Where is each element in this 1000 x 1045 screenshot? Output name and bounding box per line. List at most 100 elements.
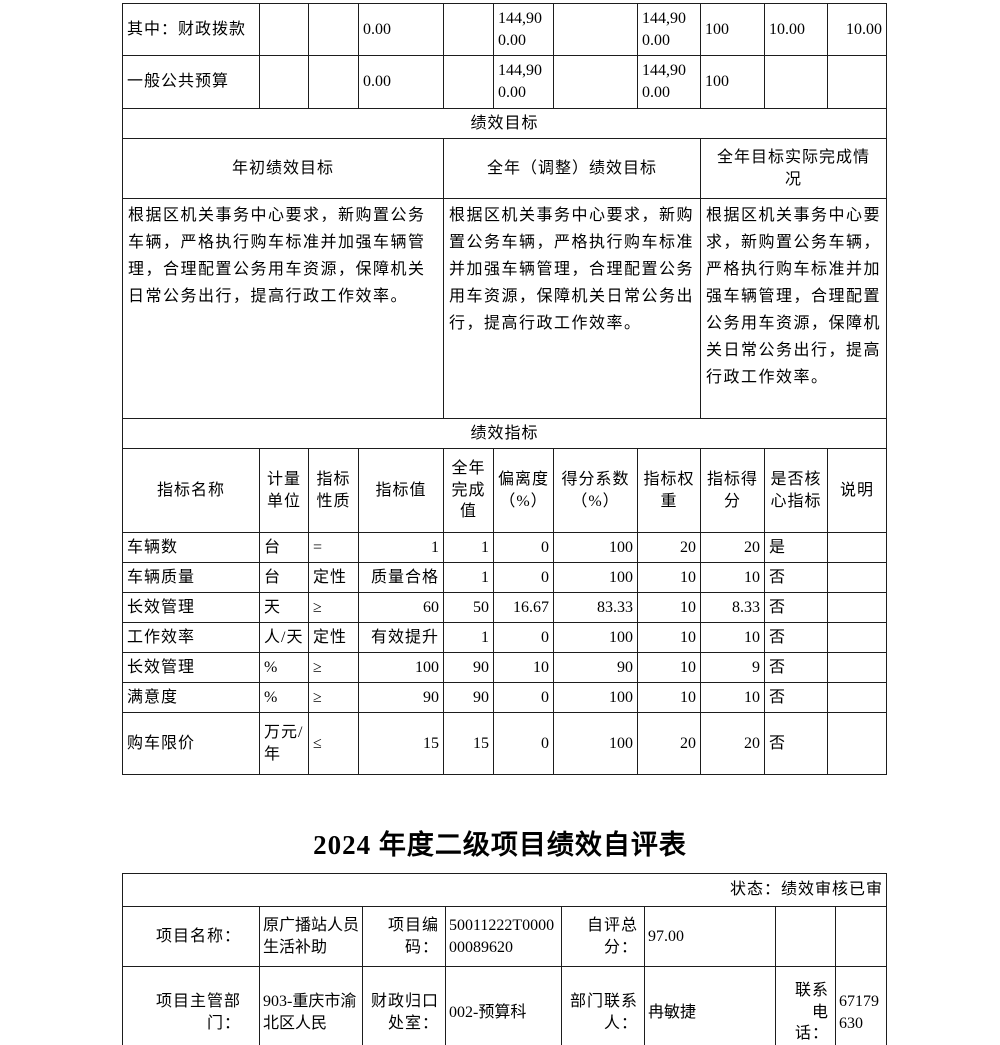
project-code-value: 50011222T000000089620: [445, 906, 562, 967]
indicator-weight: 20: [637, 712, 701, 775]
indicator-deviation: 0: [493, 682, 554, 713]
indicator-completed: 1: [443, 562, 494, 593]
indicator-core: 否: [764, 712, 828, 775]
project-info-table: 状态：绩效审核已审 项目名称： 原广播站人员生活补助 项目编码： 5001122…: [121, 873, 888, 1045]
indicator-weight: 10: [637, 622, 701, 653]
indicator-unit: 台: [259, 562, 309, 593]
indicator-nature: 定性: [308, 562, 359, 593]
budget-cell: [553, 55, 638, 109]
column-header-name: 指标名称: [122, 448, 260, 533]
indicator-unit: 人/天: [259, 622, 309, 653]
budget-cell: [259, 55, 309, 109]
indicator-weight: 10: [637, 652, 701, 683]
indicator-score: 20: [700, 712, 765, 775]
budget-row-label: 一般公共预算: [122, 55, 260, 109]
column-header-weight: 指标权重: [637, 448, 701, 533]
indicator-score-coef: 83.33: [553, 592, 638, 623]
project-name-label: 项目名称：: [122, 906, 260, 967]
indicator-nature: ≤: [308, 712, 359, 775]
budget-cell: 144,900.00: [493, 55, 554, 109]
indicator-target: 90: [358, 682, 444, 713]
indicator-row: 购车限价 万元/年 ≤ 15 15 0 100 20 20 否: [122, 712, 887, 775]
column-header-score-coef: 得分系数（%）: [553, 448, 638, 533]
indicator-deviation: 0: [493, 622, 554, 653]
indicator-unit: %: [259, 682, 309, 713]
indicator-score-coef: 100: [553, 712, 638, 775]
goal-header-adjusted: 全年（调整）绩效目标: [443, 138, 701, 199]
indicator-nature: =: [308, 532, 359, 563]
indicator-deviation: 0: [493, 562, 554, 593]
goal-text-adjusted: 根据区机关事务中心要求，新购置公务车辆，严格执行购车标准并加强车辆管理，合理配置…: [443, 198, 701, 419]
indicator-unit: %: [259, 652, 309, 683]
indicator-row: 长效管理 % ≥ 100 90 10 90 10 9 否: [122, 652, 887, 683]
budget-cell: [308, 3, 359, 56]
budget-cell: 144,900.00: [637, 3, 701, 56]
indicator-name: 工作效率: [122, 622, 260, 653]
indicator-weight: 10: [637, 592, 701, 623]
column-header-unit: 计量单位: [259, 448, 309, 533]
project-code-label: 项目编码：: [362, 906, 446, 967]
goal-header-actual: 全年目标实际完成情况: [700, 138, 887, 199]
goal-header-initial: 年初绩效目标: [122, 138, 444, 199]
budget-cell: 0.00: [358, 3, 444, 56]
budget-cell: [308, 55, 359, 109]
indicator-core: 否: [764, 682, 828, 713]
supervisor-dept-label: 项目主管部门：: [122, 966, 260, 1045]
budget-cell: 100: [700, 55, 765, 109]
budget-cell: [443, 55, 494, 109]
budget-cell: 144,900.00: [637, 55, 701, 109]
indicator-weight: 20: [637, 532, 701, 563]
goals-section-row: 绩效目标: [122, 108, 887, 139]
indicator-completed: 90: [443, 682, 494, 713]
page-title: 2024 年度二级项目绩效自评表: [313, 830, 687, 860]
indicator-unit: 台: [259, 532, 309, 563]
budget-cell: 144,900.00: [493, 3, 554, 56]
indicator-score: 8.33: [700, 592, 765, 623]
phone-label: 联系电话：: [775, 966, 836, 1045]
indicator-weight: 10: [637, 682, 701, 713]
indicator-name: 购车限价: [122, 712, 260, 775]
budget-cell: 10.00: [764, 3, 828, 56]
supervisor-dept-value: 903-重庆市渝北区人民: [259, 966, 363, 1045]
indicator-row: 车辆数 台 = 1 1 0 100 20 20 是: [122, 532, 887, 563]
dept-contact-value: 冉敏捷: [644, 966, 776, 1045]
self-score-value: 97.00: [644, 906, 776, 967]
indicator-completed: 15: [443, 712, 494, 775]
indicator-target: 有效提升: [358, 622, 444, 653]
budget-cell: 0.00: [358, 55, 444, 109]
budget-cell: [827, 55, 887, 109]
project-row: 项目主管部门： 903-重庆市渝北区人民 财政归口处室： 002-预算科 部门联…: [122, 966, 888, 1045]
indicator-deviation: 0: [493, 532, 554, 563]
indicator-weight: 10: [637, 562, 701, 593]
empty-cell: [834, 906, 888, 967]
indicator-score: 10: [700, 682, 765, 713]
indicator-nature: ≥: [308, 652, 359, 683]
indicator-completed: 1: [443, 532, 494, 563]
column-header-completed: 全年完成值: [443, 448, 494, 533]
goals-text-row: 根据区机关事务中心要求，新购置公务车辆，严格执行购车标准并加强车辆管理，合理配置…: [122, 198, 887, 419]
indicator-nature: ≥: [308, 682, 359, 713]
phone-value: 67179630: [834, 966, 888, 1045]
status-text: 状态：绩效审核已审: [121, 873, 888, 907]
goal-text-actual: 根据区机关事务中心要求，新购置公务车辆，严格执行购车标准并加强车辆管理，合理配置…: [700, 198, 887, 419]
indicator-note: [827, 652, 887, 683]
budget-cell: 100: [700, 3, 765, 56]
indicator-completed: 90: [443, 652, 494, 683]
indicator-target: 100: [358, 652, 444, 683]
indicators-section-title: 绩效指标: [122, 418, 887, 449]
indicator-core: 是: [764, 532, 828, 563]
budget-cell: [443, 3, 494, 56]
indicator-row: 车辆质量 台 定性 质量合格 1 0 100 10 10 否: [122, 562, 887, 593]
indicator-target: 60: [358, 592, 444, 623]
indicator-core: 否: [764, 652, 828, 683]
indicator-core: 否: [764, 592, 828, 623]
project-name-value: 原广播站人员生活补助: [259, 906, 363, 967]
indicator-deviation: 16.67: [493, 592, 554, 623]
indicator-name: 长效管理: [122, 592, 260, 623]
status-row: 状态：绩效审核已审: [121, 873, 888, 907]
budget-row-fiscal: 其中：财政拨款 0.00 144,900.00 144,900.00 100 1…: [122, 3, 887, 56]
column-header-deviation: 偏离度（%）: [493, 448, 554, 533]
indicator-note: [827, 592, 887, 623]
indicator-score: 9: [700, 652, 765, 683]
